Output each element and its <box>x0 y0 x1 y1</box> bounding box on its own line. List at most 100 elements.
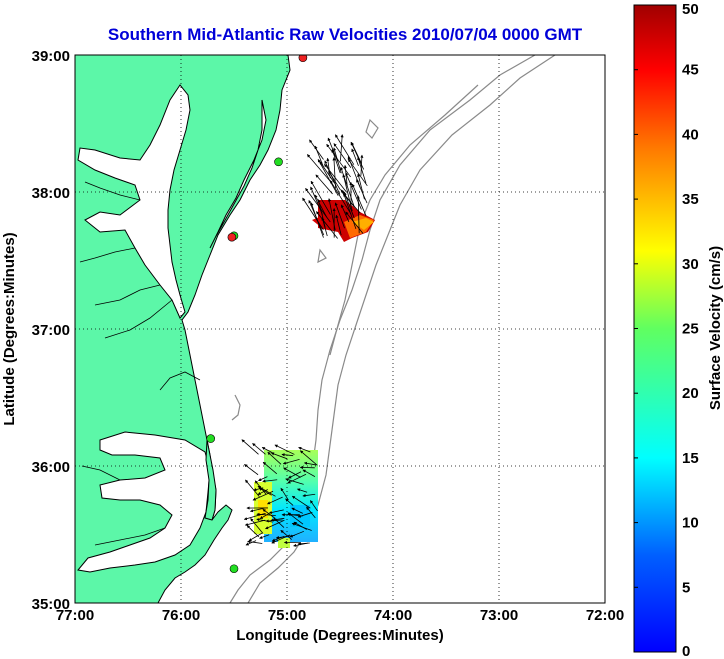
velocity-arrow <box>303 461 317 466</box>
velocity-arrow <box>262 479 278 483</box>
velocity-arrow <box>302 197 324 231</box>
x-tick-label: 76:00 <box>162 607 200 624</box>
velocity-arrow <box>315 174 333 195</box>
velocity-arrow <box>310 500 318 512</box>
velocity-arrow <box>252 443 266 455</box>
velocity-arrow <box>314 194 328 218</box>
velocity-arrow <box>287 473 307 484</box>
velocity-arrow <box>340 134 344 162</box>
land-mass <box>75 55 291 603</box>
velocity-arrow <box>249 507 265 513</box>
y-tick-label: 38:00 <box>32 185 70 202</box>
velocity-arrow <box>268 509 284 514</box>
y-tick-label: 39:00 <box>32 48 70 65</box>
velocity-arrow <box>262 461 278 475</box>
velocity-arrow <box>265 519 285 530</box>
velocity-arrow <box>248 532 263 542</box>
velocity-arrow <box>247 540 263 544</box>
velocity-arrow <box>314 145 324 168</box>
velocity-arrow <box>273 518 285 528</box>
velocity-arrow <box>332 157 336 189</box>
velocity-arrow <box>306 506 316 519</box>
velocity-arrow <box>360 154 364 176</box>
velocity-arrow <box>342 174 353 212</box>
velocity-arrow <box>345 172 362 210</box>
velocity-arrow <box>335 214 342 236</box>
velocity-arrow <box>274 444 295 455</box>
velocity-arrow <box>329 180 352 215</box>
velocity-arrow <box>296 488 308 493</box>
x-axis-label: Longitude (Degrees:Minutes) <box>236 627 444 644</box>
velocity-arrow <box>250 518 264 534</box>
velocity-arrow <box>340 204 350 223</box>
colorbar-tick-label: 30 <box>682 256 699 273</box>
velocity-arrow <box>299 450 318 466</box>
velocity-arrow <box>257 489 268 495</box>
colorbar-tick-label: 10 <box>682 515 699 532</box>
velocity-arrow <box>298 446 311 453</box>
velocity-arrow <box>340 166 355 207</box>
velocity-arrow <box>351 183 367 217</box>
velocity-arrow <box>343 164 348 187</box>
colorbar-tick-label: 20 <box>682 385 699 402</box>
velocity-arrow <box>244 464 259 476</box>
colorbar-tick-label: 35 <box>682 191 699 208</box>
velocity-arrow <box>281 453 294 457</box>
velocity-arrows-south <box>241 439 318 547</box>
velocity-arrow <box>316 211 338 239</box>
y-axis: 39:00 38:00 37:00 36:00 35:00 <box>32 48 70 613</box>
velocity-arrow <box>245 540 257 546</box>
x-tick-label: 72:00 <box>586 607 624 624</box>
velocity-arrow <box>270 452 288 460</box>
velocity-arrow <box>258 476 268 481</box>
x-tick-label: 73:00 <box>480 607 518 624</box>
velocity-arrow <box>271 535 285 542</box>
velocity-arrow <box>287 512 303 517</box>
velocity-arrow <box>342 193 361 214</box>
velocity-arrow <box>324 163 348 193</box>
radar-station-marker <box>229 564 239 574</box>
y-tick-label: 35:00 <box>32 596 70 613</box>
velocity-arrow <box>291 522 312 531</box>
velocity-arrow <box>270 517 285 522</box>
y-tick-label: 36:00 <box>32 459 70 476</box>
velocity-arrow <box>291 495 311 509</box>
velocity-arrow <box>310 202 324 238</box>
velocity-arrow <box>244 519 266 527</box>
velocity-arrow <box>266 496 283 505</box>
y-axis-label: Latitude (Degrees:Minutes) <box>1 232 18 425</box>
velocity-arrow <box>357 173 365 200</box>
velocity-arrow <box>326 143 351 178</box>
x-axis: 77:00 76:00 75:00 74:00 73:00 72:00 Long… <box>56 607 624 644</box>
velocity-arrow <box>252 490 274 501</box>
velocity-arrow <box>280 529 292 540</box>
radar-stations <box>206 55 308 574</box>
x-tick-label: 74:00 <box>374 607 412 624</box>
velocity-arrow <box>333 143 352 168</box>
velocity-arrow <box>317 158 339 196</box>
map-title: Southern Mid-Atlantic Raw Velocities 201… <box>108 25 583 44</box>
velocity-arrow <box>246 525 260 538</box>
velocity-arrow <box>267 451 282 465</box>
colorbar-tick-label: 45 <box>682 62 699 79</box>
map-grid <box>75 55 605 603</box>
delmarva-back-bay <box>209 99 267 249</box>
velocity-arrow <box>243 512 266 521</box>
velocity-arrow <box>271 534 291 544</box>
velocity-arrow <box>319 161 335 184</box>
colorbar-tick-label: 40 <box>682 126 699 143</box>
velocity-arrows-north <box>302 134 368 239</box>
colorbar <box>633 4 677 653</box>
velocity-arrow <box>307 154 333 184</box>
colorbar-tick-label: 5 <box>682 579 690 596</box>
radar-station-marker <box>206 434 215 443</box>
velocity-patch-north <box>312 200 375 242</box>
radar-station-marker <box>227 232 237 242</box>
velocity-arrow <box>283 467 301 478</box>
velocity-arrow <box>293 542 309 547</box>
velocity-arrow <box>241 439 259 455</box>
velocity-arrow <box>327 137 339 163</box>
velocity-arrow <box>357 156 367 184</box>
velocity-arrow <box>254 480 267 495</box>
